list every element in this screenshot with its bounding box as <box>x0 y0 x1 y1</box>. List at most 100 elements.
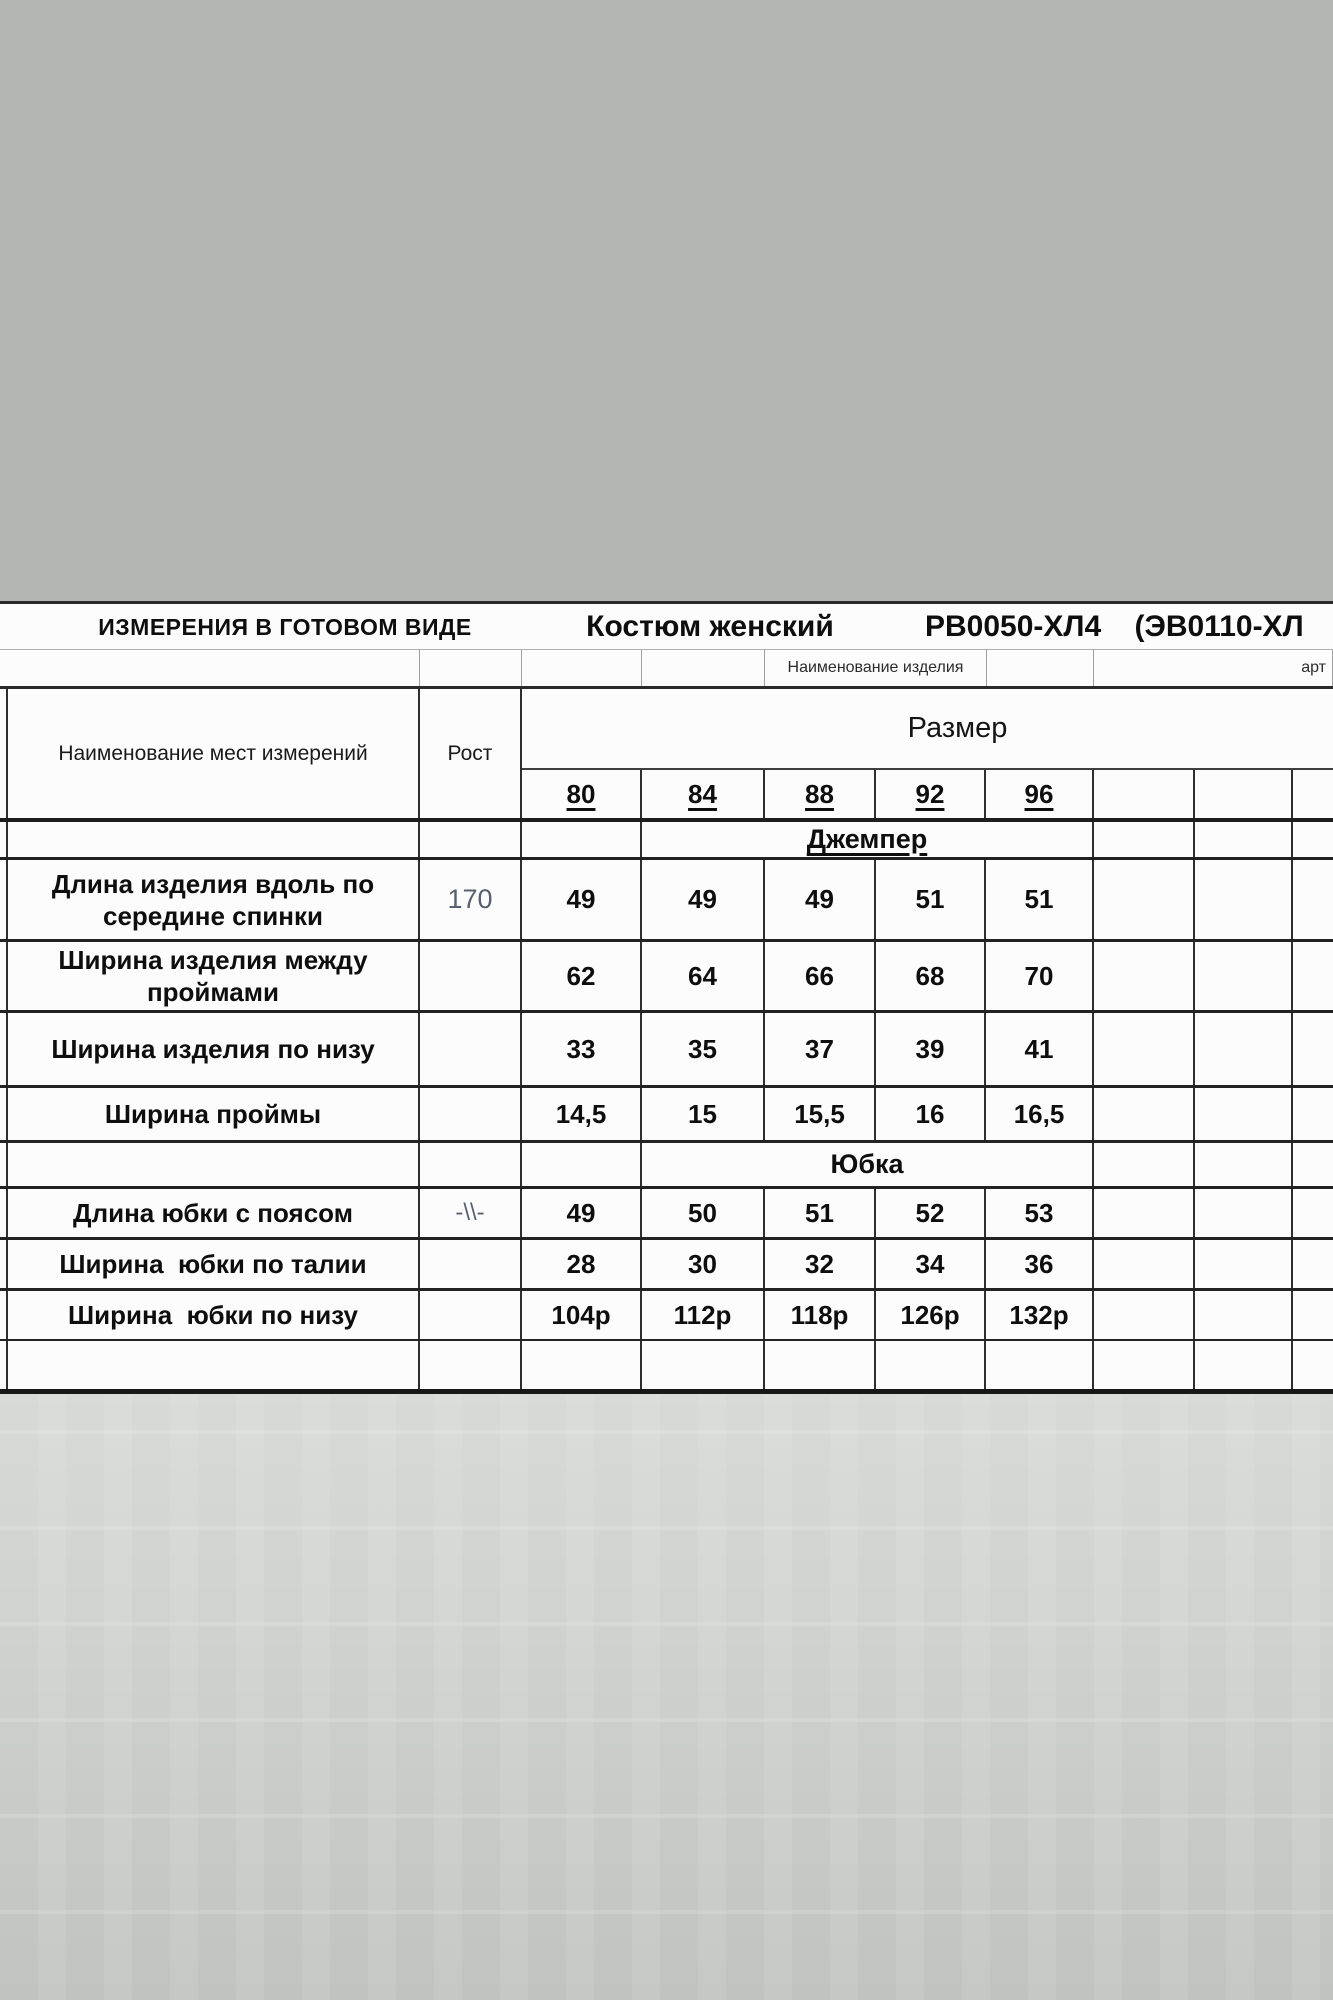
table-cell <box>1195 822 1293 857</box>
value-cell: 51 <box>986 860 1094 939</box>
value-cell: 34 <box>876 1240 986 1288</box>
table-cell <box>8 1143 420 1186</box>
table-cell <box>642 1341 765 1389</box>
section-label-skirt: Юбка <box>830 1149 904 1179</box>
table-cell <box>1195 1291 1293 1339</box>
value-cell: 66 <box>765 942 876 1010</box>
table-cell <box>1195 1240 1293 1288</box>
title-row: ИЗМЕРЕНИЯ В ГОТОВОМ ВИДЕ Костюм женский … <box>0 604 1333 650</box>
value-cell: 35 <box>642 1013 765 1085</box>
table-row: Длина изделия вдоль по середине спинки 17… <box>0 860 1333 942</box>
table-row: Ширина проймы 14,5 15 15,5 16 16,5 <box>0 1088 1333 1143</box>
size-chart-sheet: ИЗМЕРЕНИЯ В ГОТОВОМ ВИДЕ Костюм женский … <box>0 601 1333 1394</box>
value-cell: 64 <box>642 942 765 1010</box>
row-label-cell: Ширина проймы <box>8 1088 420 1140</box>
edge-cell <box>0 822 8 857</box>
caption-cell <box>0 650 420 686</box>
caption-cell <box>987 650 1094 686</box>
table-cell <box>1293 1013 1333 1085</box>
row-label-cell: Ширина юбки по низу <box>8 1291 420 1339</box>
table-cell <box>1094 1240 1195 1288</box>
table-cell <box>1293 822 1333 857</box>
table-cell <box>1293 1240 1333 1288</box>
row-label-cell: Ширина юбки по талии <box>8 1240 420 1288</box>
height-value-cell <box>420 942 522 1010</box>
table-cell <box>1293 1341 1333 1389</box>
edge-cell <box>0 942 8 1010</box>
section-label-cell: Юбка <box>642 1143 1094 1186</box>
caption-cell <box>522 650 642 686</box>
page-lower-background <box>0 1394 1333 2000</box>
section-row-skirt: Юбка <box>0 1143 1333 1189</box>
value-cell: 33 <box>522 1013 642 1085</box>
section-label-jumper: Джемпер <box>806 824 928 854</box>
table-cell <box>1094 1013 1195 1085</box>
value-cell: 30 <box>642 1240 765 1288</box>
value-cell: 16 <box>876 1088 986 1140</box>
article-caption: арт <box>1094 650 1333 686</box>
table-cell <box>1094 942 1195 1010</box>
value-cell: 50 <box>642 1189 765 1237</box>
table-cell <box>522 1143 642 1186</box>
table-cell <box>1195 1341 1293 1389</box>
height-value-cell <box>420 1291 522 1339</box>
table-cell <box>420 1143 522 1186</box>
value-cell: 112р <box>642 1291 765 1339</box>
value-cell: 132р <box>986 1291 1094 1339</box>
article-code: РВ0050-ХЛ4 (ЭВ0110-ХЛ <box>925 610 1304 643</box>
product-name-caption: Наименование изделия <box>765 650 987 686</box>
value-cell: 37 <box>765 1013 876 1085</box>
table-cell <box>8 1341 420 1389</box>
edge-cell <box>0 860 8 939</box>
value-cell: 39 <box>876 1013 986 1085</box>
table-cell <box>1094 1291 1195 1339</box>
caption-strip: Наименование изделия арт <box>0 650 1333 689</box>
size-col-88: 88 <box>765 770 876 818</box>
row-label-cell: Длина изделия вдоль по середине спинки <box>8 860 420 939</box>
size-col-96: 96 <box>986 770 1094 818</box>
value-cell: 49 <box>642 860 765 939</box>
section-label-cell: Джемпер <box>642 822 1094 857</box>
table-cell <box>420 1341 522 1389</box>
edge-cell <box>0 1291 8 1339</box>
table-cell <box>1293 942 1333 1010</box>
value-cell: 51 <box>876 860 986 939</box>
section-row-jumper: Джемпер <box>0 822 1333 860</box>
edge-cell <box>0 689 8 818</box>
value-cell: 53 <box>986 1189 1094 1237</box>
table-cell <box>1195 1088 1293 1140</box>
table-cell <box>1195 1013 1293 1085</box>
edge-cell <box>0 1143 8 1186</box>
table-cell <box>1195 860 1293 939</box>
product-name: Костюм женский <box>586 610 834 643</box>
table-cell <box>1293 860 1333 939</box>
value-cell: 16,5 <box>986 1088 1094 1140</box>
height-value-cell: -\\- <box>420 1189 522 1237</box>
edge-cell <box>0 1013 8 1085</box>
value-cell: 14,5 <box>522 1088 642 1140</box>
value-cell: 70 <box>986 942 1094 1010</box>
value-cell: 49 <box>765 860 876 939</box>
value-cell: 15,5 <box>765 1088 876 1140</box>
table-cell <box>1094 1143 1195 1186</box>
table-row: Ширина юбки по низу 104р 112р 118р 126р … <box>0 1291 1333 1341</box>
size-columns-row: 80 84 88 92 96 <box>522 770 1333 818</box>
value-cell: 49 <box>522 860 642 939</box>
table-cell <box>1094 1189 1195 1237</box>
table-cell <box>1195 942 1293 1010</box>
caption-cell <box>642 650 765 686</box>
edge-cell <box>0 1341 8 1389</box>
table-cell <box>1293 1291 1333 1339</box>
empty-table-row <box>0 1341 1333 1389</box>
value-cell: 126р <box>876 1291 986 1339</box>
edge-cell <box>0 1189 8 1237</box>
value-cell: 36 <box>986 1240 1094 1288</box>
value-cell: 51 <box>765 1189 876 1237</box>
value-cell: 62 <box>522 942 642 1010</box>
table-cell <box>876 1341 986 1389</box>
row-label-cell: Ширина изделия по низу <box>8 1013 420 1085</box>
table-cell <box>765 1341 876 1389</box>
table-cell <box>1094 1341 1195 1389</box>
table-cell <box>986 1341 1094 1389</box>
size-col-84: 84 <box>642 770 765 818</box>
